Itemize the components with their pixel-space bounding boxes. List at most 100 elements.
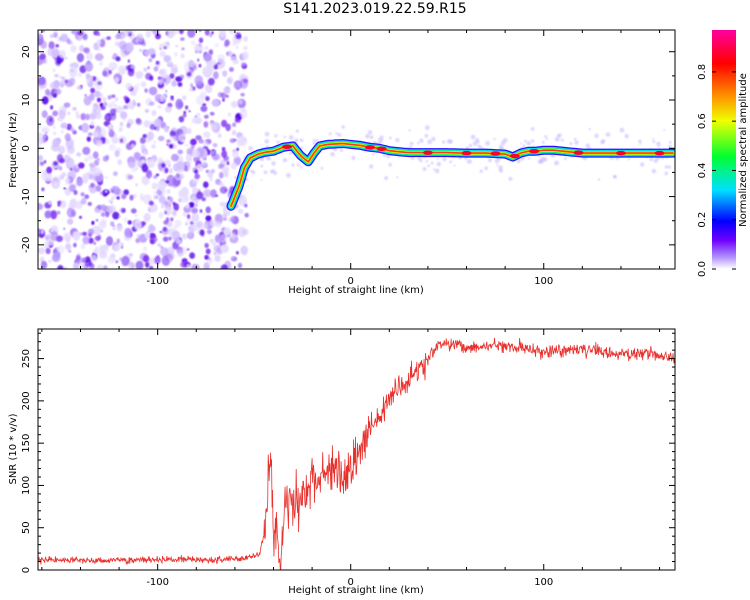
noise-speckle bbox=[105, 211, 110, 218]
noise-speckle bbox=[96, 226, 103, 234]
noise-speckle bbox=[133, 219, 142, 231]
noise-speckle bbox=[172, 225, 178, 231]
noise-speckle bbox=[166, 30, 175, 39]
noise-speckle bbox=[79, 215, 82, 219]
noise-speckle bbox=[230, 56, 237, 61]
noise-speckle bbox=[185, 105, 189, 110]
noise-speckle bbox=[120, 111, 128, 120]
noise-speckle bbox=[82, 173, 89, 180]
noise-speckle bbox=[209, 176, 213, 182]
noise-speckle bbox=[221, 119, 228, 128]
noise-speckle bbox=[50, 231, 59, 242]
noise-speckle bbox=[179, 30, 184, 35]
noise-speckle bbox=[112, 185, 116, 189]
noise-speckle bbox=[203, 121, 209, 128]
ridge-halo-speckle bbox=[300, 146, 304, 149]
noise-speckle bbox=[40, 40, 47, 49]
noise-speckle bbox=[159, 95, 166, 103]
noise-speckle bbox=[90, 87, 95, 94]
noise-speckle bbox=[104, 176, 108, 179]
colorbar-tick-label: 0.4 bbox=[697, 162, 708, 178]
noise-speckle bbox=[168, 144, 174, 149]
ridge-halo-speckle bbox=[530, 139, 535, 143]
snr-x-tick-label: 100 bbox=[534, 577, 553, 588]
noise-speckle bbox=[38, 247, 46, 255]
ridge-halo-speckle bbox=[653, 158, 659, 163]
noise-speckle bbox=[60, 33, 69, 42]
noise-speckle bbox=[96, 158, 100, 161]
noise-speckle bbox=[196, 112, 201, 117]
snr-frame bbox=[37, 328, 676, 571]
noise-speckle bbox=[236, 147, 239, 151]
noise-speckle bbox=[198, 138, 204, 144]
noise-speckle bbox=[211, 31, 214, 35]
noise-speckle bbox=[45, 131, 48, 135]
ridge-halo-speckle bbox=[563, 157, 567, 161]
ridge-hotspot bbox=[573, 150, 584, 155]
noise-speckle bbox=[221, 244, 229, 252]
ridge-halo-speckle bbox=[248, 146, 253, 151]
noise-speckle bbox=[38, 144, 42, 151]
ridge-halo-speckle bbox=[449, 160, 453, 164]
ridge-halo-speckle bbox=[466, 159, 472, 164]
noise-speckle bbox=[96, 264, 104, 269]
noise-speckle bbox=[217, 63, 223, 70]
noise-speckle bbox=[127, 68, 135, 77]
noise-speckle bbox=[189, 252, 196, 259]
noise-speckle bbox=[76, 85, 82, 90]
ridge-halo-speckle bbox=[508, 176, 513, 181]
noise-speckle bbox=[125, 42, 134, 53]
noise-speckle bbox=[63, 232, 71, 241]
noise-speckle bbox=[117, 159, 123, 166]
noise-speckle bbox=[223, 227, 231, 237]
ridge-halo-speckle bbox=[427, 164, 431, 168]
noise-speckle bbox=[207, 61, 215, 70]
noise-speckle bbox=[181, 47, 185, 51]
ridge-hotspot bbox=[615, 150, 626, 156]
noise-speckle bbox=[232, 150, 239, 159]
ridge-halo-speckle bbox=[657, 145, 660, 148]
ridge-halo-speckle bbox=[369, 135, 374, 140]
ridge-halo-speckle bbox=[273, 171, 278, 175]
ridge-halo-speckle bbox=[424, 125, 430, 131]
noise-speckle bbox=[155, 33, 161, 40]
ridge-halo-speckle bbox=[498, 168, 503, 173]
noise-speckle bbox=[115, 56, 121, 62]
noise-speckle bbox=[211, 99, 220, 107]
noise-speckle bbox=[69, 184, 76, 192]
noise-speckle bbox=[61, 76, 66, 81]
noise-speckle bbox=[113, 244, 121, 252]
noise-speckle bbox=[149, 265, 154, 269]
noise-speckle bbox=[104, 138, 110, 145]
noise-speckle bbox=[162, 74, 167, 78]
noise-speckle bbox=[178, 116, 185, 123]
ridge-halo-speckle bbox=[516, 159, 521, 164]
noise-speckle bbox=[190, 138, 197, 146]
noise-speckle bbox=[103, 101, 108, 107]
ridge-halo-speckle bbox=[526, 140, 531, 146]
noise-speckle bbox=[127, 101, 136, 110]
ridge-halo-speckle bbox=[289, 151, 292, 155]
spectrogram-x-axis-label: Height of straight line (km) bbox=[288, 285, 424, 296]
noise-speckle bbox=[110, 108, 116, 117]
noise-speckle bbox=[205, 248, 211, 255]
ridge-halo-speckle bbox=[468, 143, 473, 148]
ridge-halo-speckle bbox=[651, 168, 657, 174]
noise-speckle bbox=[136, 33, 144, 43]
noise-speckle bbox=[150, 124, 156, 130]
noise-speckle bbox=[187, 30, 196, 38]
noise-speckle bbox=[223, 172, 229, 178]
noise-speckle bbox=[157, 243, 161, 247]
noise-speckle bbox=[162, 236, 169, 242]
noise-speckle bbox=[243, 78, 249, 84]
noise-speckle bbox=[213, 251, 217, 256]
noise-speckle bbox=[81, 197, 87, 205]
noise-speckle bbox=[140, 221, 146, 226]
noise-speckle bbox=[212, 241, 217, 247]
ridge-halo-speckle bbox=[545, 137, 549, 140]
noise-speckle bbox=[153, 30, 157, 34]
noise-speckle bbox=[79, 232, 83, 236]
noise-speckle bbox=[190, 83, 194, 88]
ridge-halo-speckle bbox=[649, 157, 654, 162]
noise-speckle bbox=[76, 177, 83, 187]
